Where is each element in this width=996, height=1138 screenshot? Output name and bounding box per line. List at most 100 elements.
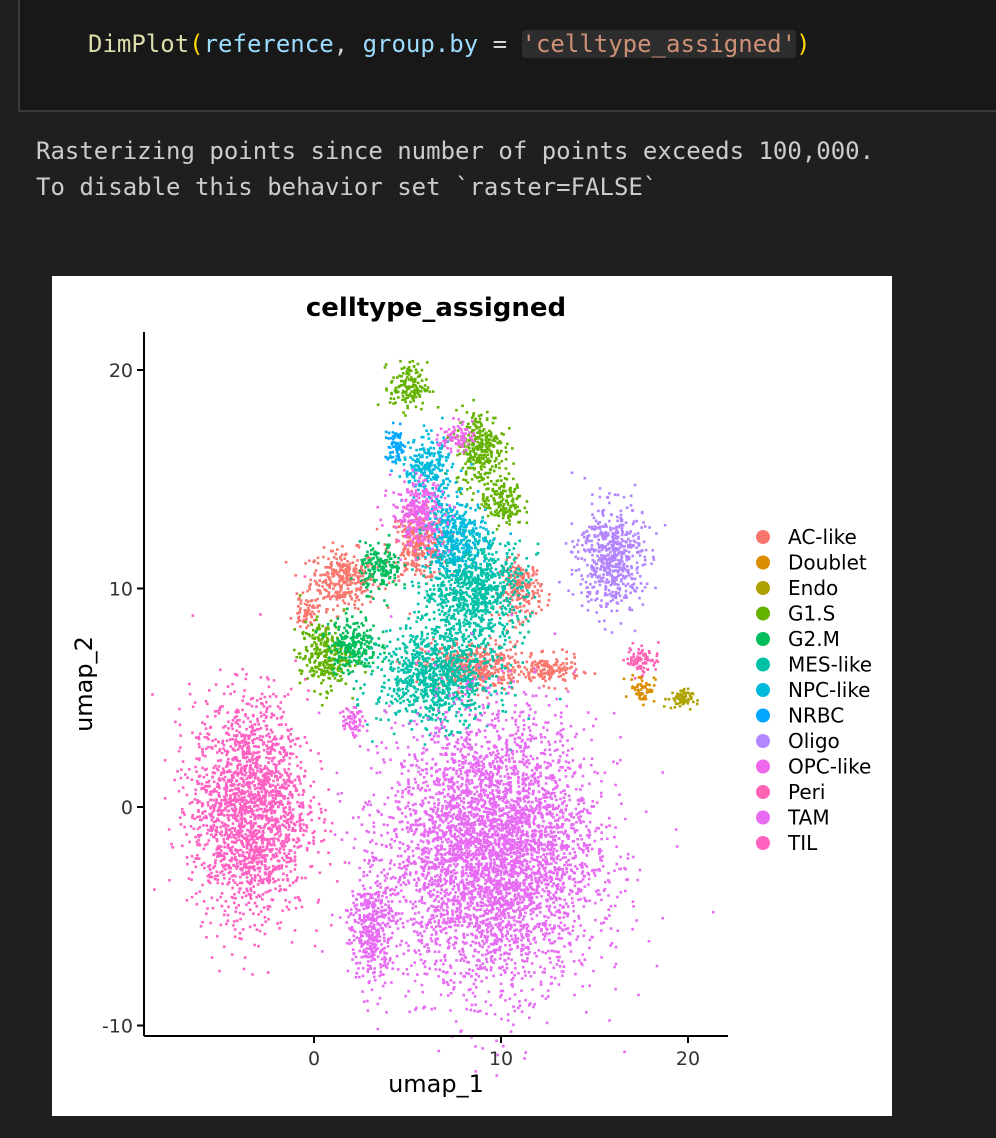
point bbox=[362, 572, 365, 575]
point bbox=[426, 535, 430, 539]
point bbox=[473, 519, 476, 523]
point bbox=[563, 668, 567, 672]
point bbox=[356, 633, 359, 637]
point bbox=[333, 624, 337, 628]
point bbox=[350, 644, 354, 647]
point bbox=[395, 678, 399, 681]
point bbox=[466, 704, 469, 707]
point bbox=[469, 655, 473, 658]
point bbox=[512, 547, 516, 550]
point bbox=[512, 608, 516, 612]
point bbox=[441, 606, 445, 609]
point bbox=[456, 693, 459, 697]
point bbox=[391, 660, 394, 664]
point bbox=[482, 587, 486, 590]
point bbox=[355, 574, 359, 578]
point bbox=[479, 563, 482, 566]
point bbox=[450, 530, 454, 534]
point bbox=[394, 520, 397, 523]
point bbox=[482, 579, 486, 583]
point bbox=[468, 680, 471, 683]
point bbox=[437, 450, 440, 454]
point bbox=[494, 643, 498, 646]
point bbox=[416, 642, 420, 646]
point bbox=[481, 516, 484, 519]
point bbox=[400, 573, 403, 576]
point bbox=[395, 458, 398, 461]
point bbox=[489, 468, 493, 471]
point bbox=[406, 664, 409, 667]
point bbox=[511, 497, 515, 500]
point bbox=[407, 704, 411, 707]
point bbox=[426, 682, 429, 686]
point bbox=[462, 582, 465, 585]
point bbox=[465, 656, 469, 659]
point bbox=[413, 454, 416, 458]
point bbox=[337, 573, 340, 577]
point bbox=[474, 707, 477, 710]
point bbox=[446, 639, 449, 643]
point bbox=[482, 571, 485, 575]
point bbox=[421, 454, 424, 457]
point bbox=[530, 662, 534, 665]
point bbox=[677, 693, 680, 696]
point bbox=[431, 475, 435, 479]
point bbox=[455, 537, 458, 541]
point bbox=[442, 574, 446, 578]
point bbox=[411, 359, 414, 363]
code-line[interactable]: DimPlot(reference, group.by = 'celltype_… bbox=[88, 30, 811, 58]
point bbox=[379, 565, 382, 568]
point bbox=[471, 660, 475, 663]
point bbox=[345, 591, 349, 594]
point bbox=[340, 553, 344, 557]
point bbox=[457, 676, 460, 680]
point bbox=[420, 614, 424, 618]
point bbox=[331, 541, 335, 545]
point bbox=[445, 472, 448, 476]
point bbox=[336, 561, 339, 564]
point bbox=[436, 657, 440, 661]
point bbox=[461, 572, 464, 576]
point bbox=[461, 659, 464, 662]
point bbox=[404, 627, 408, 630]
point bbox=[316, 597, 319, 601]
point bbox=[475, 540, 478, 543]
point bbox=[439, 673, 442, 676]
point bbox=[405, 687, 408, 691]
point bbox=[455, 643, 458, 646]
point bbox=[438, 703, 441, 706]
point bbox=[366, 556, 369, 559]
point bbox=[412, 381, 415, 384]
point bbox=[485, 497, 488, 501]
point bbox=[463, 579, 467, 582]
code-cell[interactable]: DimPlot(reference, group.by = 'celltype_… bbox=[18, 0, 996, 112]
point bbox=[476, 681, 480, 685]
point bbox=[367, 561, 370, 564]
point bbox=[490, 666, 493, 669]
point bbox=[572, 672, 575, 675]
point bbox=[303, 619, 307, 622]
point bbox=[537, 605, 541, 608]
point bbox=[412, 703, 415, 706]
point bbox=[505, 622, 509, 626]
point bbox=[514, 661, 517, 665]
point bbox=[465, 587, 469, 590]
point bbox=[416, 655, 419, 659]
point bbox=[491, 666, 495, 670]
point bbox=[298, 669, 302, 672]
point bbox=[487, 503, 490, 507]
point bbox=[484, 652, 488, 656]
point bbox=[384, 363, 388, 366]
point bbox=[504, 544, 507, 548]
point bbox=[426, 715, 430, 718]
point bbox=[463, 443, 466, 447]
point bbox=[324, 628, 327, 631]
point bbox=[505, 450, 508, 454]
point bbox=[527, 619, 530, 623]
point bbox=[683, 697, 686, 701]
point bbox=[515, 588, 519, 592]
point bbox=[334, 631, 337, 635]
point bbox=[458, 490, 462, 494]
point bbox=[428, 454, 432, 457]
point bbox=[409, 522, 412, 525]
